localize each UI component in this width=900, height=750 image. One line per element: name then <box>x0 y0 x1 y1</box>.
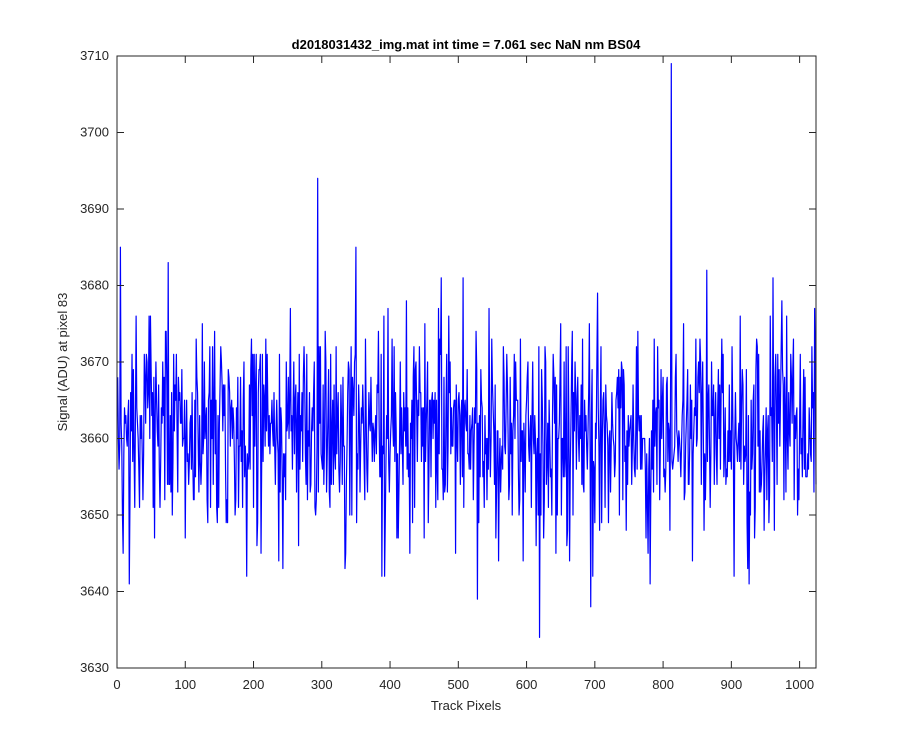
y-tick-label: 3670 <box>80 354 109 369</box>
x-tick-label: 500 <box>447 677 469 692</box>
y-tick-label: 3630 <box>80 660 109 675</box>
y-axis-label: Signal (ADU) at pixel 83 <box>55 293 70 432</box>
y-tick-label: 3710 <box>80 48 109 63</box>
x-tick-label: 400 <box>379 677 401 692</box>
y-tick-label: 3700 <box>80 125 109 140</box>
x-tick-label: 200 <box>243 677 265 692</box>
x-tick-label: 0 <box>113 677 120 692</box>
x-tick-label: 1000 <box>785 677 814 692</box>
y-tick-label: 3640 <box>80 584 109 599</box>
x-tick-label: 900 <box>721 677 743 692</box>
signal-line-series <box>117 63 817 638</box>
y-tick-label: 3680 <box>80 278 109 293</box>
x-tick-label: 800 <box>652 677 674 692</box>
x-axis-label: Track Pixels <box>431 698 502 713</box>
x-tick-label: 600 <box>516 677 538 692</box>
chart-title: d2018031432_img.mat int time = 7.061 sec… <box>292 37 641 52</box>
y-axis: 3630 3640 3650 3660 3670 3680 3690 3700 3710 <box>80 48 816 675</box>
x-tick-label: 700 <box>584 677 606 692</box>
x-tick-label: 300 <box>311 677 333 692</box>
y-tick-label: 3650 <box>80 507 109 522</box>
y-tick-label: 3660 <box>80 431 109 446</box>
y-tick-label: 3690 <box>80 201 109 216</box>
x-axis: 0 100 200 300 400 500 600 700 800 900 1000 <box>113 56 814 692</box>
x-tick-label: 100 <box>174 677 196 692</box>
series-layer <box>117 63 817 638</box>
